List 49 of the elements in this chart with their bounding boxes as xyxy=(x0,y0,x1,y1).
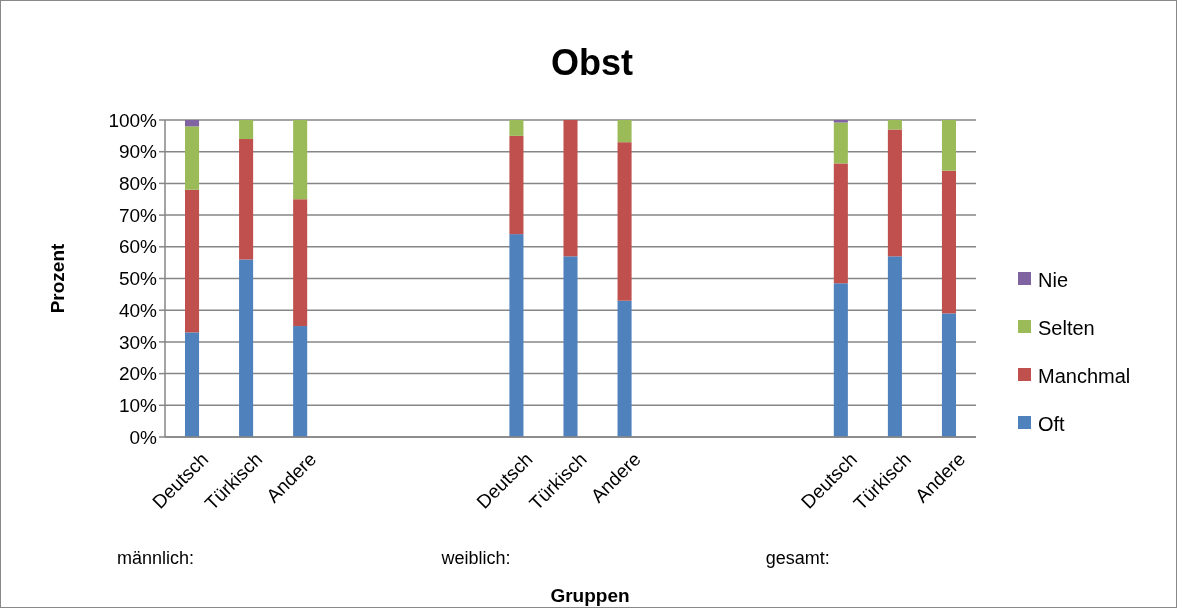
bar xyxy=(617,300,632,437)
bar xyxy=(887,256,902,437)
text: männlich: xyxy=(117,548,195,568)
bar xyxy=(833,283,848,437)
legend-label: Nie xyxy=(1038,269,1069,291)
y-tick-label: 90% xyxy=(118,141,158,163)
legend-label: Oft xyxy=(1038,413,1066,435)
y-tick-label: 70% xyxy=(118,204,158,226)
bar xyxy=(185,189,200,333)
y-tick-label: 20% xyxy=(118,363,158,385)
bar xyxy=(941,170,956,314)
bar xyxy=(293,326,308,437)
y-tick-label: 40% xyxy=(118,299,158,321)
legend-label: Manchmal xyxy=(1038,365,1131,387)
text: weiblich: xyxy=(440,548,511,568)
bar xyxy=(239,139,254,260)
bar xyxy=(509,135,524,235)
y-axis-title: Prozent xyxy=(47,243,68,314)
bar xyxy=(509,120,524,136)
bar xyxy=(563,256,578,437)
y-tick-label: 100% xyxy=(108,109,158,131)
y-tick-label: 60% xyxy=(118,236,158,258)
y-tick-label: 50% xyxy=(118,268,158,290)
bar xyxy=(941,313,956,437)
bar xyxy=(185,120,200,127)
bar xyxy=(887,129,902,257)
bar xyxy=(617,142,632,301)
bar xyxy=(887,120,902,130)
bar xyxy=(833,163,848,284)
y-tick-label: 10% xyxy=(118,394,158,416)
chart-title: Obst xyxy=(550,42,634,83)
bar xyxy=(833,120,848,123)
y-tick-label: 80% xyxy=(118,173,158,195)
y-tick-label: 30% xyxy=(118,331,158,353)
bar xyxy=(293,120,308,200)
bar xyxy=(239,259,254,437)
legend-label: Selten xyxy=(1038,317,1095,339)
bar xyxy=(833,122,848,164)
x-axis-title: Gruppen xyxy=(550,585,630,606)
y-tick-label: 0% xyxy=(129,426,158,448)
bar xyxy=(185,126,200,190)
bar xyxy=(293,199,308,327)
bar xyxy=(941,120,956,171)
bar xyxy=(185,332,200,437)
bar xyxy=(509,234,524,437)
bar xyxy=(239,120,254,140)
text: gesamt: xyxy=(765,548,830,568)
bar xyxy=(617,120,632,143)
bar xyxy=(563,120,578,257)
